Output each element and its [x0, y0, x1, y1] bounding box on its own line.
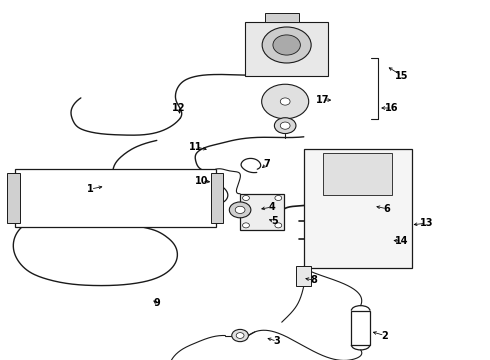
Circle shape — [243, 223, 249, 228]
Text: 16: 16 — [385, 103, 399, 113]
Bar — [7, 173, 20, 223]
Text: 12: 12 — [172, 103, 186, 113]
Bar — [265, 13, 299, 22]
Circle shape — [275, 195, 282, 201]
Circle shape — [235, 206, 245, 213]
Circle shape — [262, 84, 309, 119]
Text: 13: 13 — [419, 218, 433, 228]
Bar — [304, 149, 412, 268]
Circle shape — [280, 98, 290, 105]
Circle shape — [273, 35, 300, 55]
Circle shape — [274, 118, 296, 134]
Circle shape — [275, 223, 282, 228]
Text: 14: 14 — [395, 236, 409, 246]
Circle shape — [243, 195, 249, 201]
Circle shape — [229, 202, 251, 218]
Text: 15: 15 — [395, 71, 409, 81]
Text: 17: 17 — [316, 95, 329, 105]
Text: 4: 4 — [269, 202, 275, 212]
Text: 2: 2 — [381, 330, 388, 341]
Text: 10: 10 — [195, 176, 209, 186]
Text: 6: 6 — [384, 204, 391, 214]
Bar — [323, 153, 392, 194]
Text: 5: 5 — [271, 216, 278, 226]
Bar — [296, 266, 311, 286]
Bar — [211, 173, 223, 223]
Circle shape — [280, 122, 290, 129]
Bar — [351, 311, 370, 345]
Bar — [240, 194, 284, 230]
Text: 8: 8 — [310, 275, 317, 285]
Text: 3: 3 — [273, 336, 280, 346]
Text: 11: 11 — [189, 142, 203, 152]
Circle shape — [232, 329, 248, 342]
Text: 1: 1 — [87, 184, 94, 194]
Circle shape — [262, 27, 311, 63]
Circle shape — [236, 333, 244, 338]
Bar — [15, 169, 216, 227]
Text: 9: 9 — [153, 298, 160, 308]
Bar — [245, 22, 328, 76]
Text: 7: 7 — [264, 159, 270, 169]
